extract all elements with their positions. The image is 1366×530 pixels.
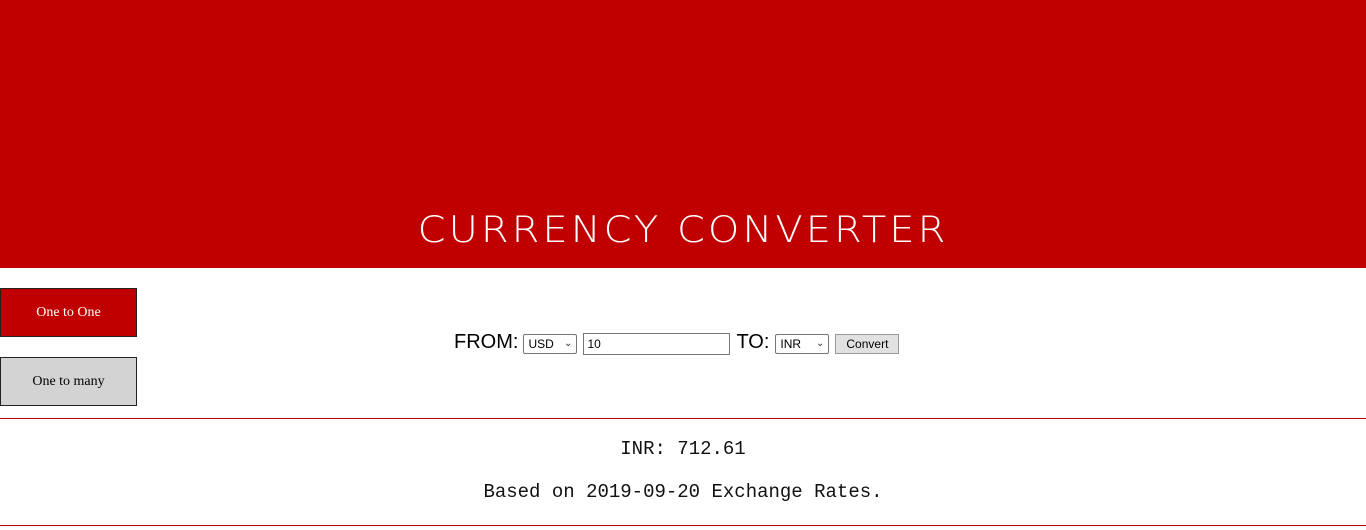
converter-form: FROM: USD ⌄ TO: INR ⌄ Convert (454, 330, 900, 355)
from-currency-value: USD (528, 336, 554, 351)
amount-input[interactable] (583, 332, 731, 355)
chevron-down-icon: ⌄ (564, 338, 573, 349)
to-currency-select[interactable]: INR ⌄ (775, 333, 830, 354)
one-to-one-button[interactable]: One to One (0, 288, 137, 337)
divider-bottom (0, 525, 1366, 526)
page-title: CURRENCY CONVERTER (417, 208, 949, 252)
conversion-result: INR: 712.61 (620, 438, 746, 460)
to-label: TO: (736, 330, 770, 353)
one-to-many-button[interactable]: One to many (0, 357, 137, 406)
from-label: FROM: (454, 330, 519, 353)
chevron-down-icon: ⌄ (816, 338, 825, 349)
convert-button[interactable]: Convert (835, 333, 900, 354)
from-currency-select[interactable]: USD ⌄ (523, 333, 578, 354)
divider-top (0, 418, 1366, 419)
to-currency-value: INR (780, 336, 802, 351)
exchange-rate-note: Based on 2019-09-20 Exchange Rates. (483, 481, 883, 503)
header-banner: CURRENCY CONVERTER (0, 0, 1366, 268)
